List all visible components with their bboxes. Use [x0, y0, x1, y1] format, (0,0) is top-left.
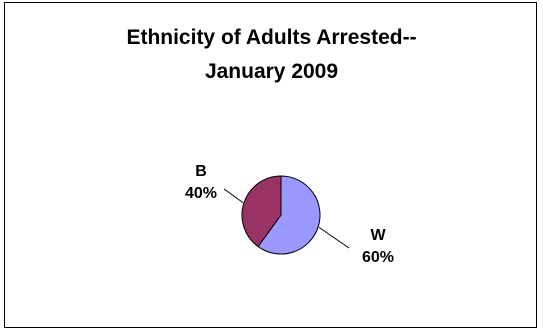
slice-label-w-name: W [370, 227, 386, 244]
pie-slice-b [241, 175, 282, 248]
leader-line-b [223, 188, 244, 204]
leader-line-w [318, 226, 350, 249]
chart-title: Ethnicity of Adults Arrested-- [126, 26, 417, 49]
pie-slice-w [257, 175, 321, 255]
slice-label-w-value: 60% [361, 249, 395, 266]
slice-label-b-value: 40% [184, 185, 218, 202]
chart-subtitle: January 2009 [204, 60, 339, 83]
slice-label-b-name: B [195, 163, 207, 180]
chart-frame [4, 2, 537, 328]
